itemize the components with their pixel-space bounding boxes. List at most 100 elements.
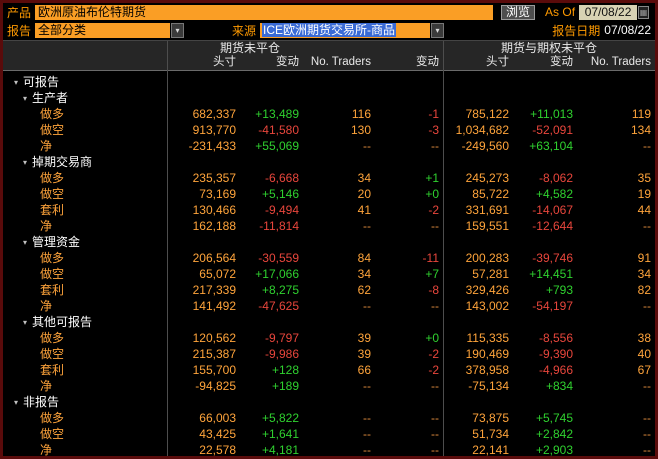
cell: [577, 74, 655, 90]
report-label: 报告: [7, 23, 32, 38]
toolbar: 产品 欧洲原油布伦特期货 浏览 As Of 07/08/22 ▦ 报告 全部分类…: [3, 3, 655, 41]
row-label: 做空: [3, 346, 167, 362]
group-row[interactable]: ▾ 非报告: [3, 394, 655, 410]
cell: [443, 394, 513, 410]
collapse-triangle-icon[interactable]: ▾: [23, 158, 28, 167]
cell: 217,339: [192, 283, 236, 297]
table-row: 做多 206,564 -30,559 84 -11 200,283 -39,746 91: [3, 250, 655, 266]
row-label-text: 净: [40, 443, 53, 457]
cell: -41,580: [258, 123, 299, 137]
cell: [443, 90, 513, 106]
cell: 66,003: [199, 411, 236, 425]
browse-button[interactable]: 浏览: [501, 4, 536, 20]
cell: +14,451: [529, 267, 573, 281]
cell: [577, 90, 655, 106]
cell: [303, 154, 375, 170]
row-label-text: 做多: [40, 331, 65, 345]
cell: [240, 234, 303, 250]
chevron-down-icon[interactable]: ▾: [431, 22, 445, 38]
collapse-triangle-icon[interactable]: ▾: [23, 318, 28, 327]
as-of-date-input[interactable]: 07/08/22: [579, 4, 638, 20]
cell: 43,425: [199, 427, 236, 441]
report-select-value[interactable]: 全部分类: [35, 22, 171, 38]
cell: 41: [357, 203, 371, 217]
cell: +13,489: [255, 107, 299, 121]
cell: +4,582: [535, 187, 573, 201]
source-selected-text: ICE欧洲期货交易所-商品: [262, 22, 397, 37]
col-position-fo: 头寸: [486, 56, 509, 68]
group-row[interactable]: ▾ 可报告: [3, 74, 655, 90]
cell: --: [363, 427, 371, 441]
cell: [167, 74, 240, 90]
row-label-text: 做空: [40, 427, 65, 441]
source-select-value[interactable]: ICE欧洲期货交易所-商品: [260, 22, 431, 38]
row-label: 净: [3, 442, 167, 457]
row-label-text: 净: [40, 299, 53, 313]
cell: [240, 74, 303, 90]
group-row[interactable]: ▾ 管理资金: [3, 234, 655, 250]
positions-table: 期货未平仓 期货与期权未平仓 头寸 变动 No. Traders 变动 头寸 变…: [3, 41, 655, 457]
cell: [240, 394, 303, 410]
group-row[interactable]: ▾ 掉期交易商: [3, 154, 655, 170]
collapse-triangle-icon[interactable]: ▾: [14, 398, 19, 407]
row-label: 净: [3, 298, 167, 314]
table-divider: [167, 41, 168, 456]
cell: -2: [428, 347, 439, 361]
table-row: 做多 235,357 -6,668 34 +1 245,273 -8,062 35: [3, 170, 655, 186]
cell: [303, 314, 375, 330]
report-select[interactable]: 全部分类 ▾: [35, 22, 185, 38]
cell: 51,734: [472, 427, 509, 441]
cell: 682,337: [192, 107, 236, 121]
col-traders-fo: No. Traders: [590, 56, 651, 68]
row-label-text: 做多: [40, 411, 65, 425]
collapse-triangle-icon[interactable]: ▾: [23, 94, 28, 103]
cell: 331,691: [465, 203, 509, 217]
cell: [513, 394, 577, 410]
cell: [577, 234, 655, 250]
col-traders-change: 变动: [416, 56, 439, 68]
cell: +2,842: [535, 427, 573, 441]
cell: +2,903: [535, 443, 573, 457]
table-row: 净 -94,825 +189 -- -- -75,134 +834 --: [3, 378, 655, 394]
group-row[interactable]: ▾ 生产者: [3, 90, 655, 106]
cell: +128: [271, 363, 299, 377]
cell: 39: [357, 331, 371, 345]
calendar-icon[interactable]: ▦: [638, 5, 650, 19]
cell: +55,069: [255, 139, 299, 153]
row-label: ▾ 其他可报告: [3, 314, 167, 330]
cell: -94,825: [195, 379, 236, 393]
source-select[interactable]: ICE欧洲期货交易所-商品 ▾: [260, 22, 445, 38]
cell: 143,002: [465, 299, 509, 313]
cell: 85,722: [472, 187, 509, 201]
cell: +1,641: [261, 427, 299, 441]
cell: -9,494: [264, 203, 299, 217]
cell: -9,390: [538, 347, 573, 361]
cell: -54,197: [532, 299, 573, 313]
cell: --: [431, 427, 439, 441]
row-label: ▾ 生产者: [3, 90, 167, 106]
row-label: 净: [3, 378, 167, 394]
group-row[interactable]: ▾ 其他可报告: [3, 314, 655, 330]
row-label: ▾ 可报告: [3, 74, 167, 90]
cell: -2: [428, 363, 439, 377]
cell: [513, 314, 577, 330]
chevron-down-icon[interactable]: ▾: [171, 22, 185, 38]
collapse-triangle-icon[interactable]: ▾: [14, 78, 19, 87]
cell: -11,814: [259, 219, 299, 233]
row-label-text: 掉期交易商: [32, 155, 93, 169]
cell: +63,104: [529, 139, 573, 153]
col-position: 头寸: [213, 56, 236, 68]
cell: 22,578: [199, 443, 236, 457]
cell: -2: [428, 203, 439, 217]
product-input[interactable]: 欧洲原油布伦特期货: [35, 4, 494, 20]
table-row: 做多 682,337 +13,489 116 -1 785,122 +11,013 119: [3, 106, 655, 122]
cell: +1: [425, 171, 439, 185]
cell: 82: [637, 283, 651, 297]
cell: +8,275: [261, 283, 299, 297]
collapse-triangle-icon[interactable]: ▾: [23, 238, 28, 247]
cell: 130: [350, 123, 371, 137]
row-label-text: 做空: [40, 267, 65, 281]
cell: 34: [357, 171, 371, 185]
cell: -249,560: [461, 139, 509, 153]
futures-oi-header: 期货未平仓: [219, 41, 280, 55]
